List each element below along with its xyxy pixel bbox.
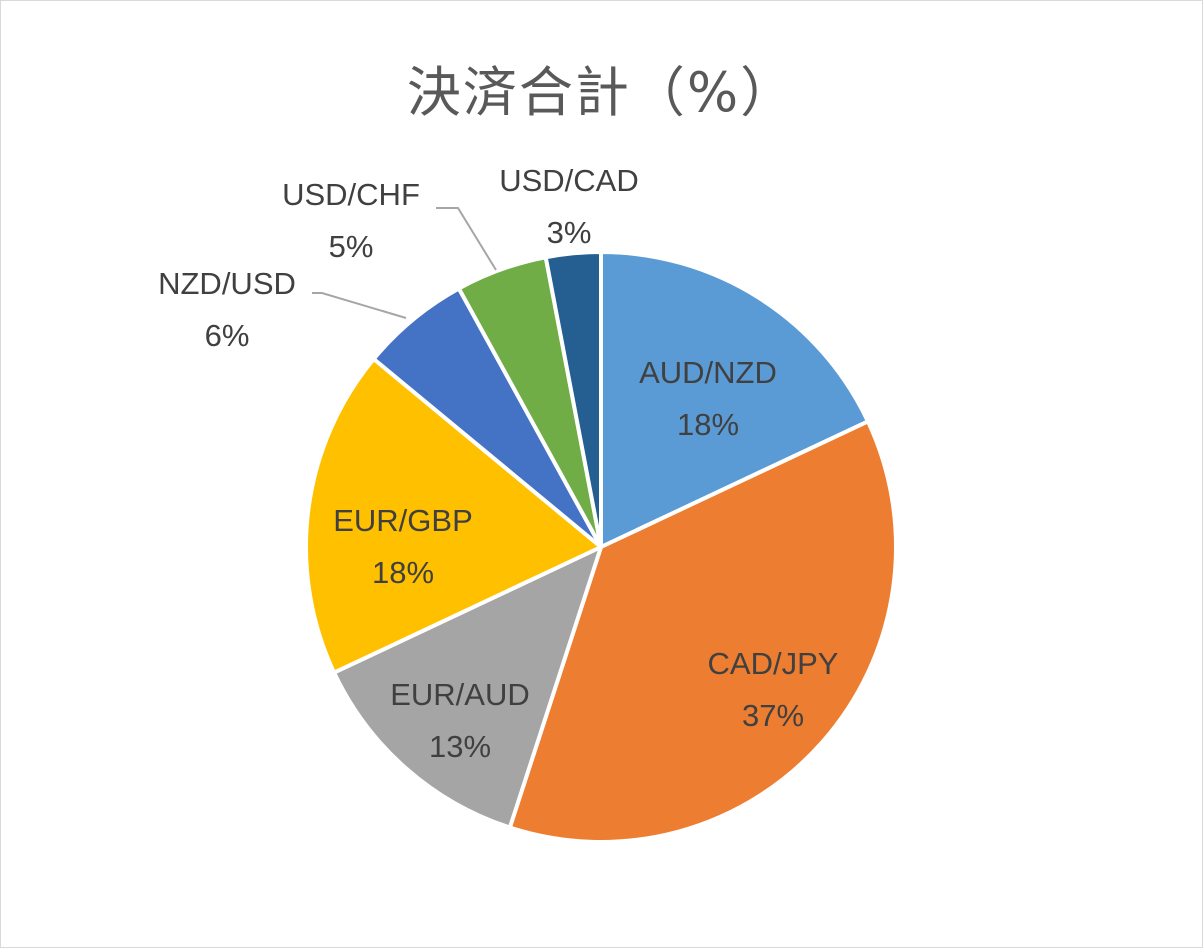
slice-percent-usd-cad: 3%	[547, 215, 592, 250]
data-labels: AUD/NZD 18% CAD/JPY 37% EUR/AUD 13% EUR/GBP 18%…	[158, 163, 838, 764]
slice-usd-cad	[543, 250, 603, 549]
slice-percent-aud-nzd: 18%	[677, 407, 739, 442]
slice-label-usd-cad: USD/CAD	[499, 163, 639, 198]
slice-label-nzd-usd: NZD/USD	[158, 266, 296, 301]
slice-aud-nzd	[599, 250, 870, 549]
slice-label-usd-chf: USD/CHF	[282, 177, 420, 212]
pie-slices	[304, 250, 898, 844]
slice-eur-aud	[332, 545, 603, 830]
slice-percent-usd-chf: 5%	[329, 229, 374, 264]
slice-label-eur-gbp: EUR/GBP	[333, 503, 473, 538]
slice-eur-gbp	[304, 356, 603, 675]
leader-line-nzd-usd	[312, 292, 407, 319]
chart-title: 決済合計（%）	[406, 61, 797, 124]
slice-percent-nzd-usd: 6%	[205, 318, 250, 353]
leader-line-usd-chf	[436, 207, 497, 271]
slice-label-eur-aud: EUR/AUD	[390, 677, 530, 712]
slice-percent-cad-jpy: 37%	[742, 698, 804, 733]
slice-percent-eur-gbp: 18%	[372, 555, 434, 590]
slice-cad-jpy	[507, 419, 898, 844]
slice-label-cad-jpy: CAD/JPY	[708, 646, 839, 681]
slice-percent-eur-aud: 13%	[429, 729, 491, 764]
leader-lines	[312, 207, 497, 319]
slice-label-aud-nzd: AUD/NZD	[639, 355, 777, 390]
